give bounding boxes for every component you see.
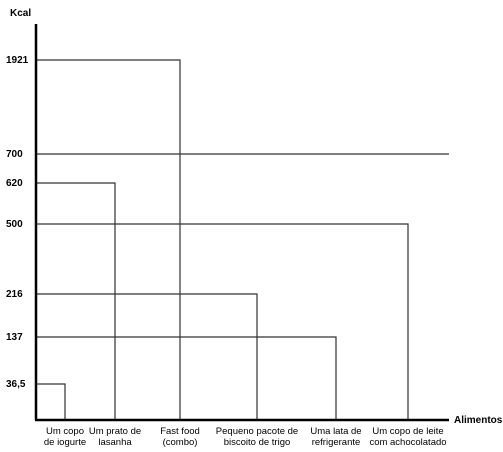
- x-tick-label-0-0: Um copo: [46, 426, 84, 437]
- bar-4: [36, 336, 337, 420]
- x-tick-label-2-1: (combo): [163, 437, 198, 448]
- y-tick-labels: 36,5 620 1921 216 137 500 700: [6, 55, 29, 390]
- bar-5: [36, 223, 409, 420]
- x-tick-label-5-1: com achocolatado: [369, 437, 446, 448]
- bar-3: [36, 293, 258, 420]
- x-tick-label-1-0: Um prato de: [89, 426, 141, 437]
- x-tick-label-3-0: Pequeno pacote de: [216, 426, 298, 437]
- bar-marks: [36, 59, 409, 420]
- x-tick-label-4-0: Uma lata de: [310, 426, 361, 437]
- x-tick-label-5-0: Um copo de leite: [372, 426, 443, 437]
- x-axis-label: Alimentos: [454, 415, 503, 426]
- y-tick-label-5: 500: [6, 219, 23, 230]
- y-tick-label-1: 620: [6, 178, 23, 189]
- bar-2: [36, 59, 181, 420]
- reference-line-label: 700: [6, 149, 23, 160]
- bar-0: [36, 383, 66, 420]
- x-tick-label-3-1: biscoito de trigo: [224, 437, 291, 448]
- x-tick-label-2-0: Fast food: [160, 426, 200, 437]
- y-tick-label-4: 137: [6, 332, 23, 343]
- x-tick-label-1-1: lasanha: [98, 437, 132, 448]
- bar-1: [36, 182, 116, 420]
- x-tick-label-4-1: refrigerante: [312, 437, 361, 448]
- x-tick-label-0-1: de iogurte: [44, 437, 86, 448]
- y-axis-label: Kcal: [10, 8, 31, 19]
- y-tick-label-0: 36,5: [6, 379, 26, 390]
- y-tick-label-2: 1921: [6, 55, 29, 66]
- y-tick-label-3: 216: [6, 289, 23, 300]
